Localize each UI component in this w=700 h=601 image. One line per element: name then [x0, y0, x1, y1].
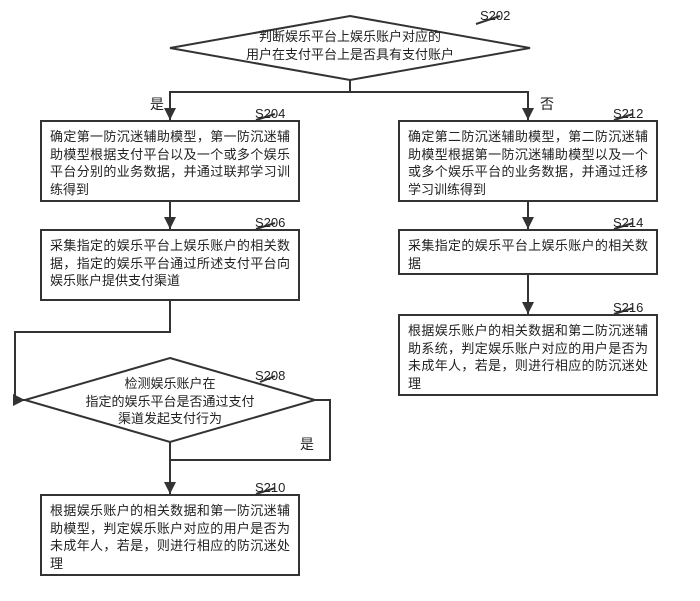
edge-label-yes-208: 是 [300, 434, 314, 454]
node-s216: 根据娱乐账户的相关数据和第二防沉迷辅助系统，判定娱乐账户对应的用户是否为未成年人… [398, 314, 658, 396]
step-label-s202: S202 [480, 8, 510, 23]
node-s202-text: 判断娱乐平台上娱乐账户对应的用户在支付平台上是否具有支付账户 [230, 28, 470, 63]
step-label-s212: S212 [613, 106, 643, 121]
node-text: 根据娱乐账户的相关数据和第一防沉迷辅助模型，判定娱乐账户对应的用户是否为未成年人… [50, 503, 290, 571]
edge-label-no-top: 否 [540, 94, 554, 114]
node-text: 采集指定的娱乐平台上娱乐账户的相关数据 [408, 238, 648, 271]
step-label-s206: S206 [255, 215, 285, 230]
step-label-s216: S216 [613, 300, 643, 315]
flowchart-canvas: 确定第一防沉迷辅助模型，第一防沉迷辅助模型根据支付平台以及一个或多个娱乐平台分别… [0, 0, 700, 601]
step-label-s204: S204 [255, 106, 285, 121]
step-label-s210: S210 [255, 480, 285, 495]
node-s214: 采集指定的娱乐平台上娱乐账户的相关数据 [398, 229, 658, 275]
step-label-s208: S208 [255, 368, 285, 383]
node-text: 确定第二防沉迷辅助模型，第二防沉迷辅助模型根据第一防沉迷辅助模型以及一个或多个娱… [408, 129, 648, 197]
node-s204: 确定第一防沉迷辅助模型，第一防沉迷辅助模型根据支付平台以及一个或多个娱乐平台分别… [40, 120, 300, 202]
edge-label-yes-top: 是 [150, 94, 164, 114]
step-label-s214: S214 [613, 215, 643, 230]
node-text: 采集指定的娱乐平台上娱乐账户的相关数据，指定的娱乐平台通过所述支付平台向娱乐账户… [50, 238, 290, 288]
node-s212: 确定第二防沉迷辅助模型，第二防沉迷辅助模型根据第一防沉迷辅助模型以及一个或多个娱… [398, 120, 658, 202]
node-s206: 采集指定的娱乐平台上娱乐账户的相关数据，指定的娱乐平台通过所述支付平台向娱乐账户… [40, 229, 300, 301]
node-text: 确定第一防沉迷辅助模型，第一防沉迷辅助模型根据支付平台以及一个或多个娱乐平台分别… [50, 129, 290, 197]
node-s208-text: 检测娱乐账户在指定的娱乐平台是否通过支付渠道发起支付行为 [75, 375, 265, 428]
node-s210: 根据娱乐账户的相关数据和第一防沉迷辅助模型，判定娱乐账户对应的用户是否为未成年人… [40, 494, 300, 576]
node-text: 根据娱乐账户的相关数据和第二防沉迷辅助系统，判定娱乐账户对应的用户是否为未成年人… [408, 323, 648, 391]
